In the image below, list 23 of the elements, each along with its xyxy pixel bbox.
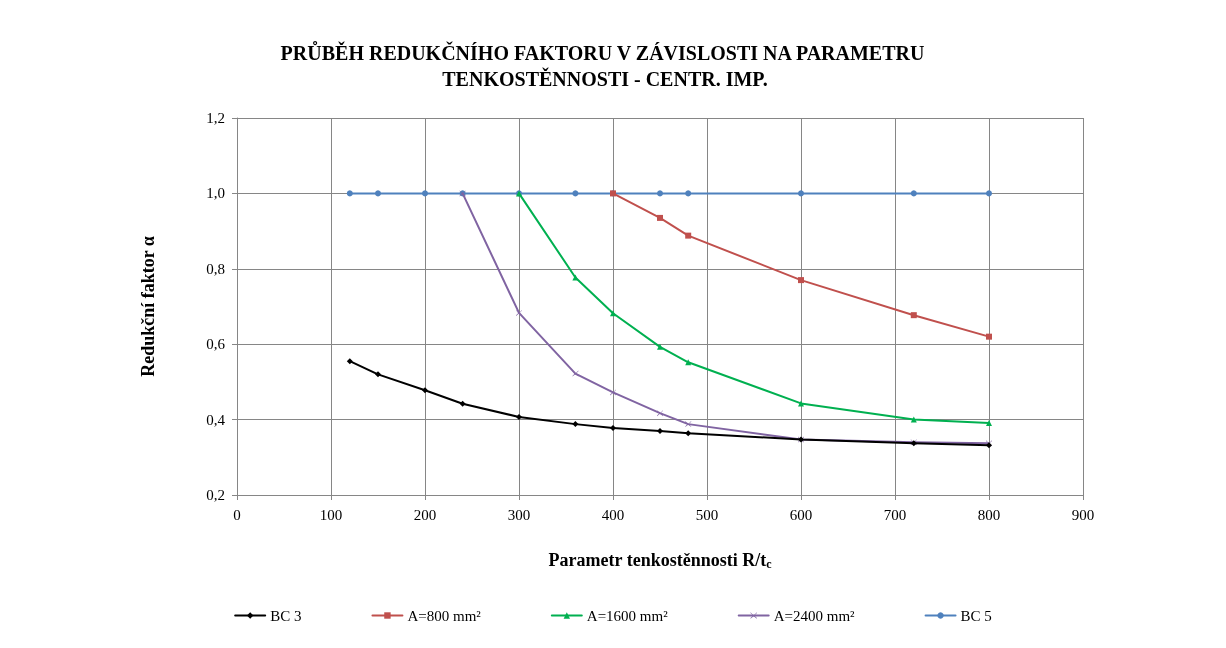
legend-label: A=2400 mm² xyxy=(773,607,856,624)
x-tick-label: 900 xyxy=(1071,506,1095,523)
x-tick-label: 600 xyxy=(789,506,813,523)
legend-label: A=800 mm² xyxy=(407,607,482,624)
y-tick-label: 0,2 xyxy=(206,487,225,503)
y-axis-title: Redukční faktor α xyxy=(138,236,158,377)
y-tick-label: 1,2 xyxy=(206,110,225,126)
y-tick-label: 1,0 xyxy=(206,185,225,202)
x-tick-label: 0 xyxy=(233,506,241,523)
chart-title: PRŮBĚH REDUKČNÍHO FAKTORU V ZÁVISLOSTI NA PARAMETRU TENKOSTĚNNOSTI - CENTR. IMP. xyxy=(280,41,930,90)
x-tick-label: 800 xyxy=(977,506,1001,523)
x-tick-label: 700 xyxy=(883,506,907,523)
y-tick-label: 0,4 xyxy=(206,411,226,428)
x-tick-label: 100 xyxy=(319,506,343,523)
x-tick-label: 200 xyxy=(413,506,437,523)
x-tick-label: 300 xyxy=(507,506,531,523)
x-tick-label: 400 xyxy=(601,506,625,523)
legend-label: A=1600 mm² xyxy=(586,607,669,624)
y-tick-label: 0,8 xyxy=(206,260,225,277)
x-tick-label: 500 xyxy=(695,506,719,523)
legend-label: BC 5 xyxy=(960,607,992,624)
legend-label: BC 3 xyxy=(270,607,302,624)
y-tick-label: 0,6 xyxy=(206,336,226,353)
